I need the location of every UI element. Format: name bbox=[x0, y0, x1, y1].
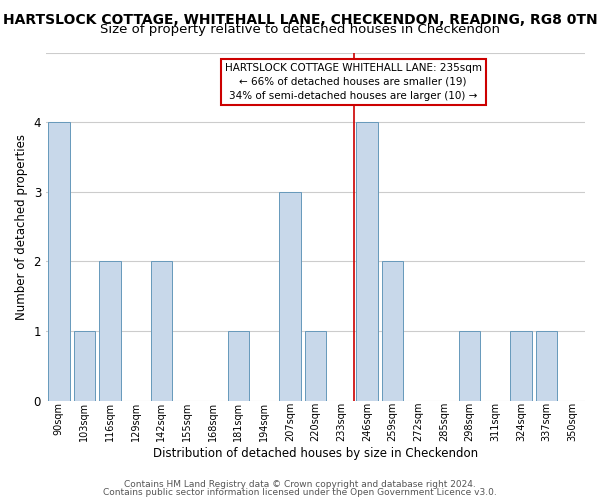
Bar bbox=[510, 331, 532, 400]
X-axis label: Distribution of detached houses by size in Checkendon: Distribution of detached houses by size … bbox=[153, 447, 478, 460]
Text: Contains public sector information licensed under the Open Government Licence v3: Contains public sector information licen… bbox=[103, 488, 497, 497]
Bar bbox=[151, 262, 172, 400]
Bar bbox=[356, 122, 378, 400]
Bar bbox=[382, 262, 403, 400]
Bar bbox=[99, 262, 121, 400]
Bar bbox=[458, 331, 481, 400]
Bar bbox=[227, 331, 250, 400]
Text: HARTSLOCK COTTAGE, WHITEHALL LANE, CHECKENDON, READING, RG8 0TN: HARTSLOCK COTTAGE, WHITEHALL LANE, CHECK… bbox=[2, 12, 598, 26]
Y-axis label: Number of detached properties: Number of detached properties bbox=[15, 134, 28, 320]
Text: HARTSLOCK COTTAGE WHITEHALL LANE: 235sqm
← 66% of detached houses are smaller (1: HARTSLOCK COTTAGE WHITEHALL LANE: 235sqm… bbox=[224, 63, 482, 101]
Text: Size of property relative to detached houses in Checkendon: Size of property relative to detached ho… bbox=[100, 22, 500, 36]
Bar bbox=[279, 192, 301, 400]
Bar bbox=[74, 331, 95, 400]
Bar bbox=[48, 122, 70, 400]
Bar bbox=[536, 331, 557, 400]
Bar bbox=[305, 331, 326, 400]
Text: Contains HM Land Registry data © Crown copyright and database right 2024.: Contains HM Land Registry data © Crown c… bbox=[124, 480, 476, 489]
